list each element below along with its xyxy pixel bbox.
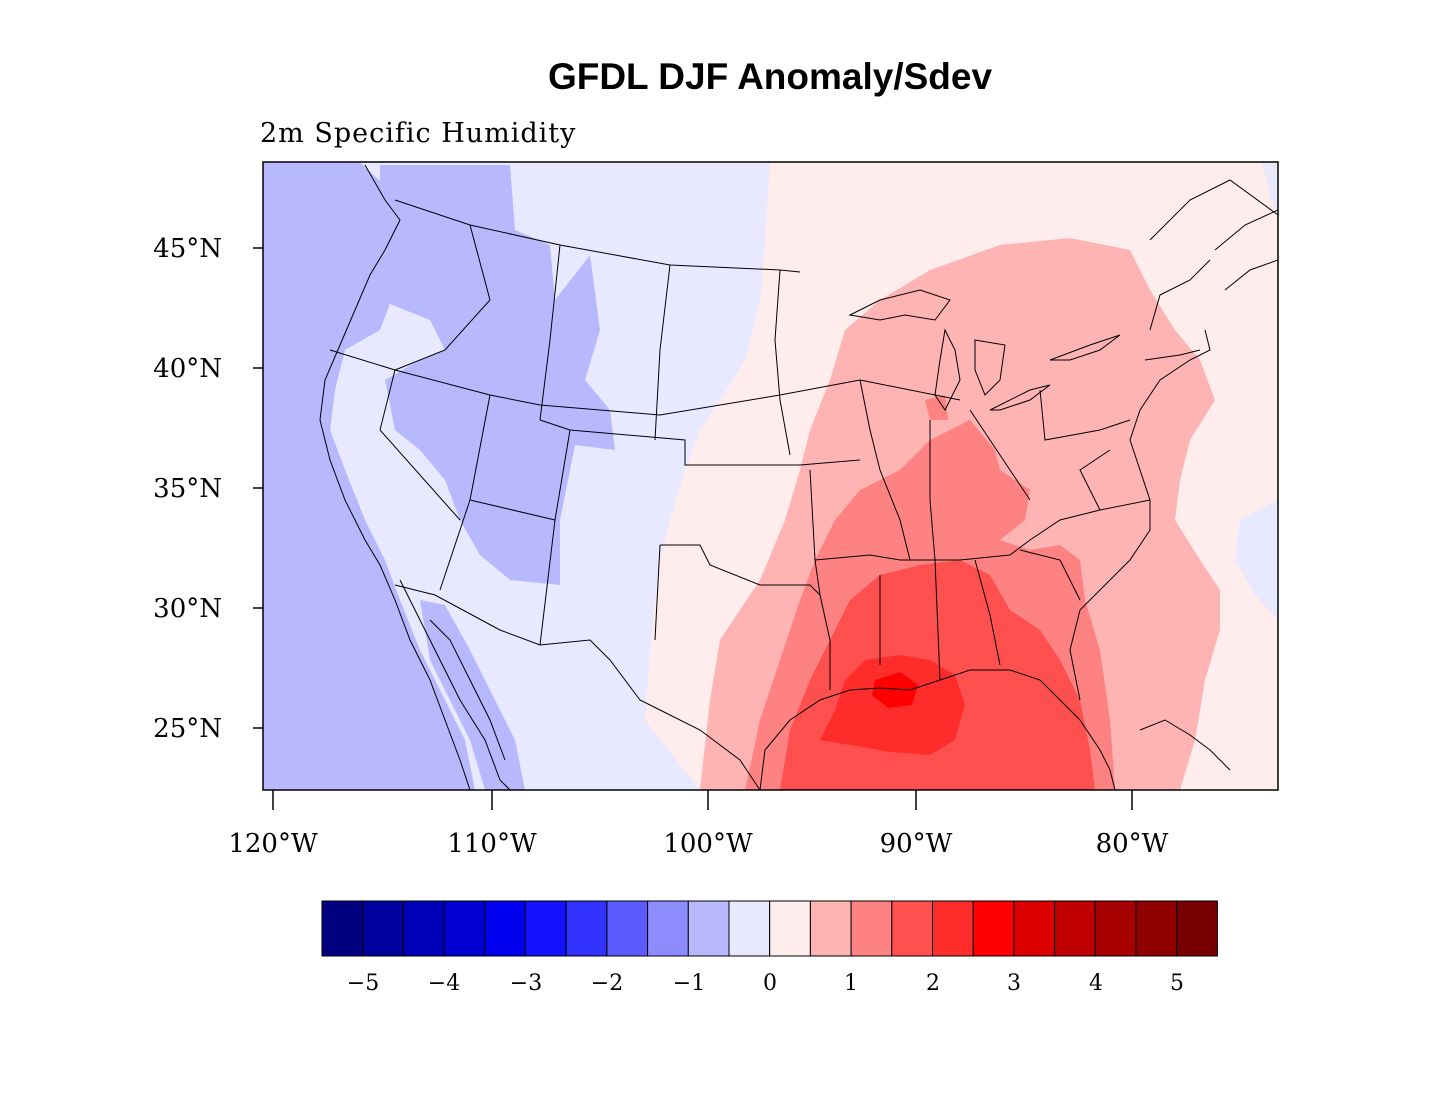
colorbar-label-2: 2 — [926, 971, 940, 996]
lon-label-90w: 90°W — [880, 829, 953, 859]
boundaries — [319, 164, 1278, 790]
colorbar-box — [525, 900, 567, 957]
lat-label-35: 35°N — [153, 474, 222, 504]
colorbar-label-5: 5 — [1170, 971, 1184, 996]
colorbar-label-0: 0 — [763, 971, 777, 996]
colorbar-box — [809, 900, 852, 957]
colorbar-box — [647, 900, 689, 957]
colorbar-box — [402, 900, 445, 957]
map-field — [263, 162, 1278, 790]
lat-label-45: 45°N — [153, 234, 222, 264]
lon-label-100w: 100°W — [663, 829, 753, 859]
colorbar-label-3: 3 — [1007, 971, 1021, 996]
colorbar-box — [769, 900, 811, 957]
colorbar-box — [728, 900, 771, 957]
colorbar-box — [443, 900, 486, 957]
colorbar-label-neg1: −1 — [673, 971, 705, 996]
lon-ticks — [272, 790, 1133, 810]
field-blue-interior — [380, 165, 615, 585]
lat-label-25: 25°N — [153, 714, 222, 744]
colorbar-box — [1176, 900, 1218, 957]
colorbar-label-neg2: −2 — [591, 971, 623, 996]
colorbar-label-neg3: −3 — [510, 971, 542, 996]
field-medium-red-mi — [925, 395, 948, 420]
colorbar-box — [687, 900, 730, 957]
colorbar-box — [850, 900, 893, 957]
map-subtitle: 2m Specific Humidity — [260, 118, 577, 149]
colorbar-box — [362, 900, 404, 957]
colorbar-label-1: 1 — [844, 971, 858, 996]
colorbar-box — [932, 900, 974, 957]
colorbar-box — [972, 900, 1015, 957]
colorbar-box — [1094, 900, 1137, 957]
colorbar-box — [565, 900, 608, 957]
colorbar-label-neg4: −4 — [428, 971, 460, 996]
lon-label-80w: 80°W — [1096, 829, 1169, 859]
lon-label-110w: 110°W — [447, 829, 537, 859]
colorbar-box — [606, 900, 649, 957]
colorbar-box — [1013, 900, 1056, 957]
colorbar-box — [1135, 900, 1178, 957]
lat-label-30: 30°N — [153, 594, 222, 624]
field-bright-red-core — [872, 672, 918, 708]
field-atlantic-blue-2 — [1235, 500, 1278, 620]
colorbar-tick-labels: −5 −4 −3 −2 −1 0 1 2 3 4 5 — [347, 971, 1184, 996]
map-frame — [262, 161, 1279, 791]
lon-label-120w: 120°W — [228, 829, 318, 859]
map-title: GFDL DJF Anomaly/Sdev — [547, 56, 993, 97]
lat-ticks — [253, 247, 263, 729]
colorbar-label-neg5: −5 — [347, 971, 379, 996]
field-blue-coast-bulge — [263, 430, 470, 790]
colorbar-box — [1054, 900, 1096, 957]
colorbar — [321, 900, 1218, 957]
colorbar-label-4: 4 — [1089, 971, 1103, 996]
colorbar-box — [891, 900, 933, 957]
lat-label-40: 40°N — [153, 354, 222, 384]
lon-labels: 120°W 110°W 100°W 90°W 80°W — [228, 829, 1168, 859]
colorbar-box — [484, 900, 526, 957]
field-atlantic-blue — [1262, 162, 1278, 215]
colorbar-box — [321, 900, 364, 957]
lat-labels: 45°N 40°N 35°N 30°N 25°N — [153, 234, 222, 744]
